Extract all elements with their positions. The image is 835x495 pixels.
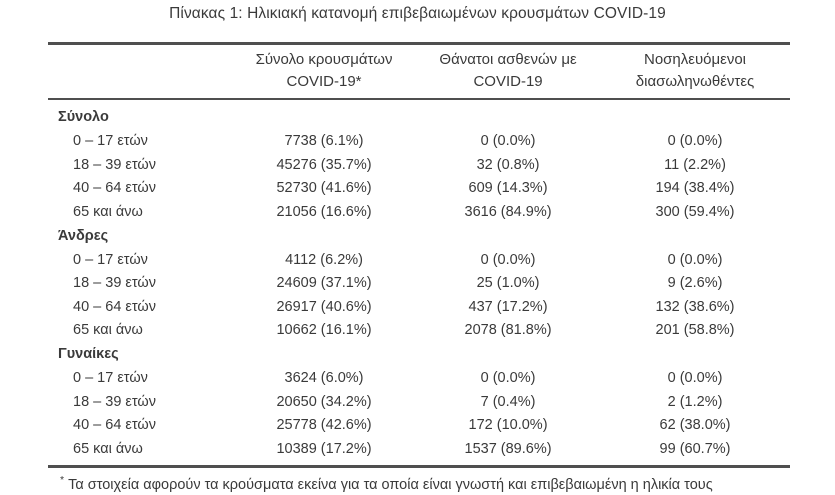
deaths-cell: 32 (0.8%) <box>476 156 540 173</box>
header-deaths-line1: Θάνατοι ασθενών με <box>439 51 577 68</box>
footnote-asterisk: * <box>60 473 65 486</box>
deaths-cell: 25 (1.0%) <box>476 275 540 292</box>
intubated-cell: 99 (60.7%) <box>659 440 731 457</box>
table-row: 0 – 17 ετών 3624 (6.0%) 0 (0.0%) 0 (0.0%) <box>48 367 790 391</box>
deaths-cell: 0 (0.0%) <box>480 133 536 150</box>
table-row: 40 – 64 ετών 52730 (41.6%) 609 (14.3%) 194 … <box>48 177 790 201</box>
deaths-cell: 1537 (89.6%) <box>464 440 552 457</box>
header-deaths-line2: COVID-19 <box>473 73 543 90</box>
intubated-cell: 2 (1.2%) <box>667 393 723 410</box>
age-group-label: 18 – 39 ετών <box>73 156 156 173</box>
age-group-label: 0 – 17 ετών <box>73 133 148 150</box>
cases-cell: 45276 (35.7%) <box>276 156 372 173</box>
intubated-cell: 0 (0.0%) <box>667 370 723 387</box>
age-group-label: 18 – 39 ετών <box>73 275 156 292</box>
cases-cell: 10662 (16.1%) <box>276 322 372 339</box>
cases-cell: 7738 (6.1%) <box>284 133 364 150</box>
table-row: 18 – 39 ετών 24609 (37.1%) 25 (1.0%) 9 (2.6… <box>48 272 790 296</box>
intubated-cell: 11 (2.2%) <box>664 156 726 173</box>
header-total-cases-line1: Σύνολο κρουσμάτων <box>255 51 393 68</box>
header-total-cases: Σύνολο κρουσμάτων COVID-19* <box>232 49 416 93</box>
table-header-row: Σύνολο κρουσμάτων COVID-19* Θάνατοι ασθε… <box>48 45 790 100</box>
intubated-cell: 62 (38.0%) <box>659 417 731 434</box>
deaths-cell: 0 (0.0%) <box>480 370 536 387</box>
table-row: 0 – 17 ετών 7738 (6.1%) 0 (0.0%) 0 (0.0%) <box>48 130 790 154</box>
intubated-cell: 194 (38.4%) <box>655 180 735 197</box>
age-group-label: 0 – 17 ετών <box>73 251 148 268</box>
header-deaths: Θάνατοι ασθενών με COVID-19 <box>416 49 600 93</box>
age-group-label: 65 και άνω <box>73 322 143 339</box>
table-row: 65 και άνω 21056 (16.6%) 3616 (84.9%) 300 (… <box>48 200 790 224</box>
age-group-label: 18 – 39 ετών <box>73 393 156 410</box>
cases-cell: 25778 (42.6%) <box>276 417 372 434</box>
header-intubated-line2: διασωληνωθέντες <box>635 73 755 90</box>
table-body: Σύνολο 0 – 17 ετών 7738 (6.1%) 0 (0.0%) 0 (0… <box>48 100 790 465</box>
deaths-cell: 172 (10.0%) <box>468 417 548 434</box>
cases-cell: 3624 (6.0%) <box>284 370 364 387</box>
table-row: 18 – 39 ετών 45276 (35.7%) 32 (0.8%) 11 (2.… <box>48 153 790 177</box>
cases-cell: 52730 (41.6%) <box>276 180 372 197</box>
intubated-cell: 0 (0.0%) <box>667 251 723 268</box>
cases-cell: 24609 (37.1%) <box>276 275 372 292</box>
table-footnote: * Τα στοιχεία αφορούν τα κρούσματα εκείνα… <box>48 464 790 493</box>
age-group-label: 40 – 64 ετών <box>73 417 156 434</box>
intubated-cell: 201 (58.8%) <box>655 322 735 339</box>
header-intubated: Νοσηλευόμενοι διασωληνωθέντες <box>600 49 790 93</box>
group-label: Σύνολο <box>58 109 109 126</box>
age-group-label: 65 και άνω <box>73 203 143 220</box>
group-header-row: Σύνολο <box>48 105 790 130</box>
table-row: 18 – 39 ετών 20650 (34.2%) 7 (0.4%) 2 (1.2%… <box>48 390 790 414</box>
cases-cell: 20650 (34.2%) <box>276 393 372 410</box>
deaths-cell: 3616 (84.9%) <box>464 203 552 220</box>
group-header-row: Άνδρες <box>48 224 790 249</box>
covid-age-distribution-table: Σύνολο κρουσμάτων COVID-19* Θάνατοι ασθε… <box>48 42 790 492</box>
header-total-cases-line2: COVID-19* <box>286 73 362 90</box>
table-row: 40 – 64 ετών 25778 (42.6%) 172 (10.0%) 62 (… <box>48 414 790 438</box>
intubated-cell: 300 (59.4%) <box>655 203 735 220</box>
group-label: Γυναίκες <box>58 346 119 363</box>
intubated-cell: 132 (38.6%) <box>655 298 735 315</box>
deaths-cell: 2078 (81.8%) <box>464 322 552 339</box>
deaths-cell: 7 (0.4%) <box>480 393 536 410</box>
age-group-label: 65 και άνω <box>73 440 143 457</box>
cases-cell: 10389 (17.2%) <box>276 440 372 457</box>
cases-cell: 26917 (40.6%) <box>276 298 372 315</box>
intubated-cell: 9 (2.6%) <box>667 275 723 292</box>
header-empty-cell <box>48 49 232 93</box>
cases-cell: 4112 (6.2%) <box>285 251 363 268</box>
table-title: Πίνακας 1: Ηλικιακή κατανομή επιβεβαιωμέ… <box>169 5 666 22</box>
table-row: 65 και άνω 10389 (17.2%) 1537 (89.6%) 99 (6… <box>48 437 790 461</box>
age-group-label: 40 – 64 ετών <box>73 180 156 197</box>
intubated-cell: 0 (0.0%) <box>667 133 723 150</box>
deaths-cell: 0 (0.0%) <box>480 251 536 268</box>
table-row: 65 και άνω 10662 (16.1%) 2078 (81.8%) 201 (… <box>48 319 790 343</box>
group-label: Άνδρες <box>58 227 109 244</box>
cases-cell: 21056 (16.6%) <box>276 203 372 220</box>
deaths-cell: 437 (17.2%) <box>468 298 548 315</box>
table-row: 0 – 17 ετών 4112 (6.2%) 0 (0.0%) 0 (0.0%) <box>48 248 790 272</box>
table-row: 40 – 64 ετών 26917 (40.6%) 437 (17.2%) 132 … <box>48 295 790 319</box>
age-group-label: 40 – 64 ετών <box>73 298 156 315</box>
group-header-row: Γυναίκες <box>48 342 790 367</box>
header-intubated-line1: Νοσηλευόμενοι <box>644 51 747 68</box>
deaths-cell: 609 (14.3%) <box>468 180 548 197</box>
footnote-text: Τα στοιχεία αφορούν τα κρούσματα εκείνα … <box>68 476 713 493</box>
age-group-label: 0 – 17 ετών <box>73 370 148 387</box>
